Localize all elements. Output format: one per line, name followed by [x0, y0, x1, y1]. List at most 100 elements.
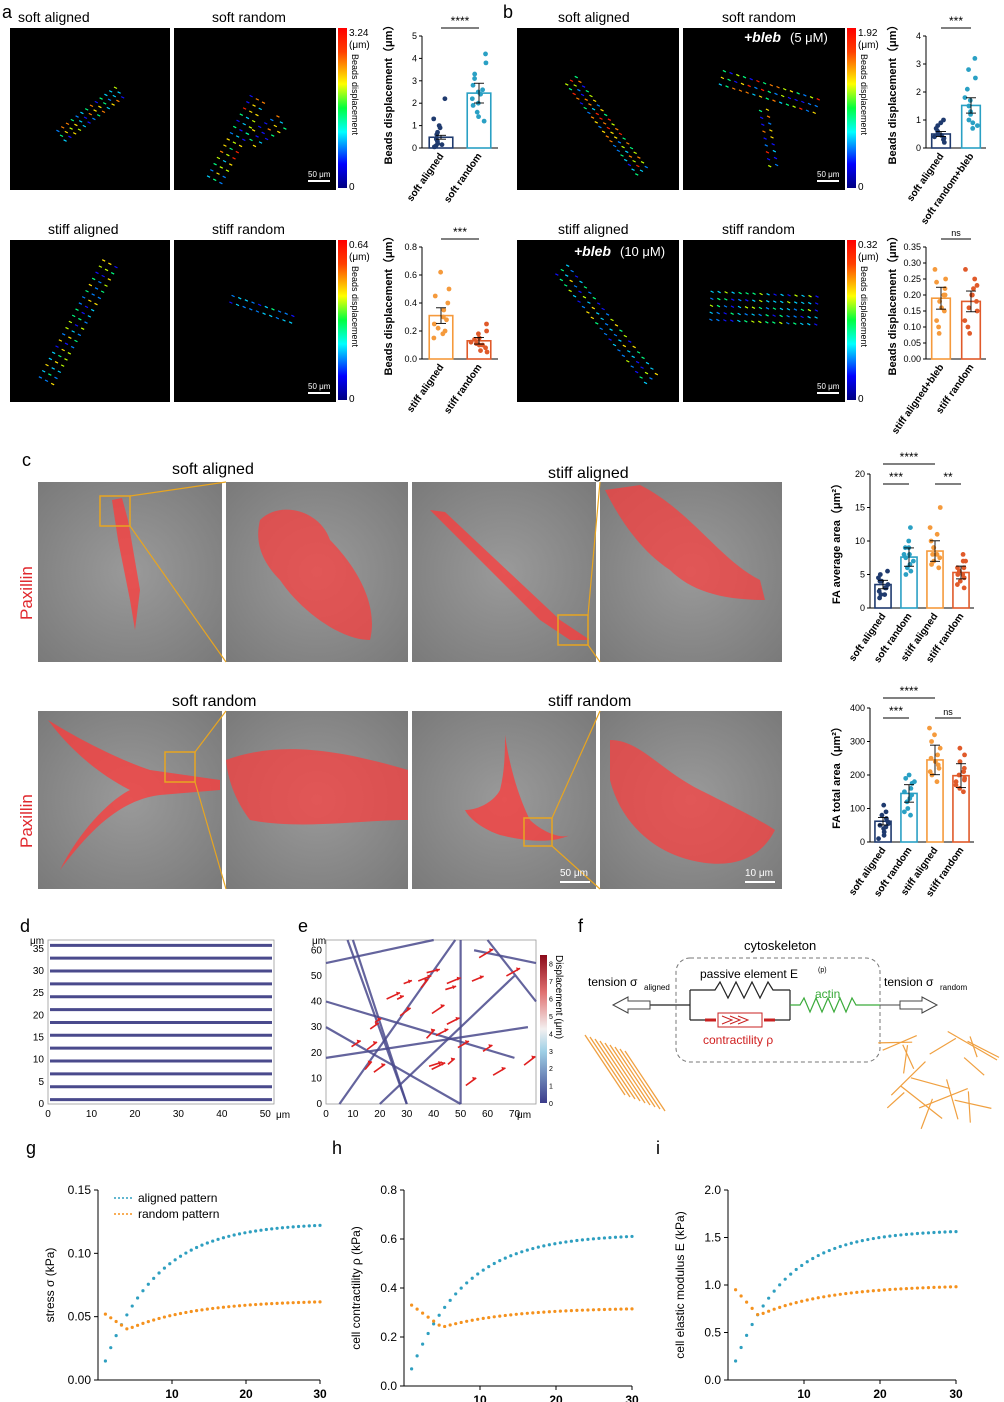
y-tick-label: 5	[860, 570, 865, 580]
colorbar-tick: 4	[549, 1031, 553, 1038]
data-point	[930, 552, 936, 557]
vector-arrow	[84, 305, 89, 309]
data-point	[928, 755, 934, 761]
vector-arrow	[718, 83, 723, 86]
x-tick-label: 30	[625, 1393, 639, 1402]
data-point	[883, 824, 889, 830]
random-point	[915, 1286, 920, 1290]
x-tick-label: 0	[45, 1109, 51, 1120]
y-axis-label: Beads displacement（μm）	[382, 20, 395, 165]
data-point	[957, 745, 963, 751]
data-point	[431, 116, 437, 122]
y-tick-label: 0.30	[903, 258, 921, 268]
colorbar-label: Beads displacement	[859, 266, 869, 348]
data-point	[908, 525, 913, 530]
vector-arrow	[717, 297, 721, 301]
random-point	[750, 1306, 754, 1310]
y-tick-label: 10	[855, 536, 865, 546]
vector-arrow	[622, 344, 627, 348]
vector-arrow	[564, 274, 569, 277]
arrow-head	[430, 1028, 435, 1033]
vector-arrow	[752, 299, 756, 302]
fiber-line	[900, 1085, 943, 1119]
data-point	[431, 144, 437, 150]
vector-arrow	[59, 134, 64, 138]
vector-arrow	[731, 291, 735, 295]
fiber-line	[609, 1044, 651, 1106]
x-category-label: stiff aligned	[405, 362, 446, 414]
random-point	[602, 1307, 607, 1312]
vector-arrow	[232, 141, 237, 144]
vector-arrow	[738, 89, 743, 92]
random-point	[173, 1312, 177, 1317]
y-axis-label: FA total area（μm²）	[830, 721, 843, 829]
random-fibers	[878, 1030, 1000, 1130]
vector-arrow	[277, 310, 282, 313]
colorbar-unit: (μm)	[858, 252, 879, 263]
random-point	[805, 1298, 809, 1302]
x-tick-label: 10	[473, 1393, 487, 1402]
vector-arrow	[102, 102, 107, 105]
vector-arrow	[573, 84, 577, 87]
x-tick-label: 60	[482, 1109, 494, 1120]
treatment-dose: (5 μM)	[790, 30, 828, 45]
aligned-point	[415, 1354, 419, 1358]
data-point	[937, 505, 943, 510]
vector-arrow	[799, 107, 803, 111]
vector-arrow	[65, 326, 69, 330]
vector-arrow	[88, 299, 92, 303]
vector-arrow	[618, 132, 623, 136]
vector-arrow	[779, 314, 783, 318]
data-point	[965, 324, 971, 330]
random-point	[613, 1307, 618, 1311]
vector-arrow	[222, 175, 226, 179]
random-point	[481, 1316, 485, 1320]
aligned-point	[800, 1263, 804, 1268]
legend-label: aligned pattern	[138, 1191, 217, 1205]
vector-arrow	[778, 101, 783, 104]
panel-letter-d: d	[20, 916, 30, 936]
aligned-point	[789, 1272, 793, 1276]
cytoskeleton-box	[675, 957, 881, 1063]
panel-letter-a: a	[2, 2, 13, 22]
data-point	[966, 305, 972, 311]
vector-arrow	[773, 156, 778, 160]
vector-arrow	[607, 118, 612, 121]
data-point	[972, 276, 978, 282]
data-point	[906, 772, 912, 778]
aligned-point	[575, 1238, 579, 1243]
vector-arrow	[90, 308, 95, 312]
vector-arrow	[581, 305, 586, 309]
fiber-line	[946, 1079, 959, 1120]
vector-arrow	[277, 130, 281, 134]
random-point	[503, 1313, 507, 1318]
vector-arrow	[271, 308, 275, 311]
vector-arrow	[769, 129, 773, 132]
vector-arrow	[580, 93, 585, 97]
zoom-line	[587, 644, 601, 663]
data-point	[903, 572, 909, 577]
x-tick-label: 10	[165, 1387, 179, 1401]
line-chart-h: h0.00.20.40.60.8102030ECM elastic modulu…	[332, 1138, 639, 1402]
vector-arrow	[764, 144, 769, 147]
colorbar-max: 0.32	[858, 240, 878, 251]
vector-arrow	[725, 85, 729, 88]
vector-arrow	[616, 149, 621, 153]
random-point	[772, 1307, 776, 1311]
data-point	[468, 339, 474, 345]
vector-arrow	[807, 308, 812, 312]
displacement-arrow	[420, 978, 429, 989]
vector-arrow	[801, 294, 805, 298]
aligned-point	[254, 1229, 258, 1233]
y-tick-label: 1	[412, 121, 417, 131]
aligned-point	[778, 1283, 782, 1287]
vector-arrow	[595, 112, 600, 116]
vector-arrow	[242, 305, 246, 309]
vector-arrow	[563, 284, 568, 287]
aligned-point	[130, 1304, 134, 1308]
aligned-point	[141, 1289, 145, 1293]
aligned-point	[937, 1230, 942, 1234]
panel-f: f cytoskeleton passive element E (p) act…	[578, 916, 1000, 1130]
aligned-point	[103, 1359, 107, 1363]
vector-arrow	[75, 115, 79, 118]
